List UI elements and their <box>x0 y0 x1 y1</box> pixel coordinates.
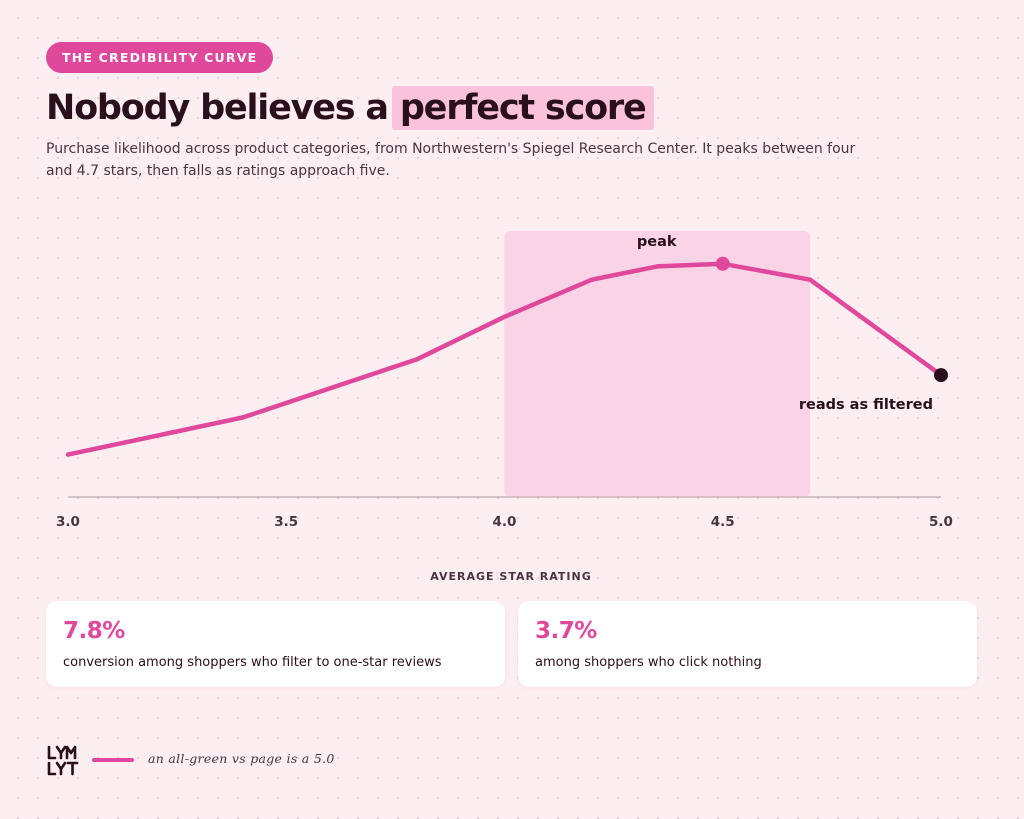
end-point <box>934 368 948 383</box>
x-tick-label: 4.0 <box>493 514 517 530</box>
x-tick-label: 3.0 <box>56 514 80 530</box>
stat-label: conversion among shoppers who filter to … <box>63 655 442 670</box>
stat-card-one-star: 7.8% conversion among shoppers who filte… <box>46 601 505 687</box>
end-point-label: reads as filtered <box>799 397 933 413</box>
stat-value: 7.8% <box>63 618 125 644</box>
x-tick-label: 3.5 <box>274 514 298 530</box>
legend-line-swatch <box>92 758 134 762</box>
title-highlight: perfect score <box>391 86 654 130</box>
stat-value: 3.7% <box>535 618 597 644</box>
stat-label: among shoppers who click nothing <box>535 655 762 670</box>
x-tick-label: 5.0 <box>929 514 953 530</box>
peak-label: peak <box>637 234 677 250</box>
peak-point <box>715 256 730 271</box>
x-tick-label: 4.5 <box>711 514 735 530</box>
title-main: Nobody believes a <box>46 88 389 128</box>
footer-note: an all-green vs page is a 5.0 <box>148 751 335 766</box>
highlight-band <box>504 231 811 497</box>
section-pill: THE CREDIBILITY CURVE <box>46 42 274 73</box>
page-subtitle: Purchase likelihood across product categ… <box>46 141 856 179</box>
x-axis-label: AVERAGE STAR RATING <box>430 570 592 583</box>
stat-card-click-nothing: 3.7% among shoppers who click nothing <box>518 601 977 687</box>
brand-logo <box>47 745 79 776</box>
credibility-line-chart: 3.0 3.5 4.0 4.5 5.0 AVERAGE STAR RATING peak re… <box>56 231 953 583</box>
page-title: Nobody believes a perfect score <box>46 84 654 132</box>
series-line <box>65 261 944 457</box>
